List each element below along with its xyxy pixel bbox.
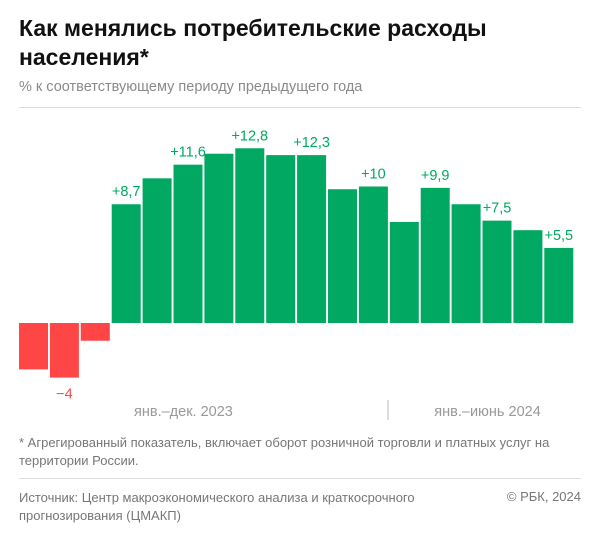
divider xyxy=(19,478,581,479)
bar xyxy=(142,178,172,323)
bar xyxy=(544,247,574,323)
data-label: +8,7 xyxy=(112,184,141,200)
data-label: +12,8 xyxy=(231,128,268,144)
bar xyxy=(49,323,79,378)
bar xyxy=(389,221,419,323)
data-label: +5,5 xyxy=(544,228,573,244)
data-label: +9,9 xyxy=(421,168,450,184)
bar xyxy=(451,204,481,323)
bar xyxy=(420,187,450,323)
footnote: * Агрегированный показатель, включает об… xyxy=(19,435,550,468)
bar xyxy=(80,323,110,341)
chart-title: Как менялись потребительские расходы нас… xyxy=(19,15,487,70)
bar xyxy=(297,155,327,323)
bar xyxy=(328,189,357,323)
bar xyxy=(19,323,48,370)
bar xyxy=(266,155,296,323)
bar xyxy=(204,153,234,323)
bar xyxy=(513,230,543,323)
copyright: © РБК, 2024 xyxy=(506,489,581,504)
divider xyxy=(19,107,581,108)
data-label: +11,6 xyxy=(170,145,206,161)
source-note: Источник: Центр макроэкономического анал… xyxy=(19,490,415,523)
bar xyxy=(235,148,265,323)
data-label: +7,5 xyxy=(483,201,512,217)
data-label: +12,3 xyxy=(293,135,330,151)
bar-chart: −4 +8,7 +11,6 +12,8 +12,3 +10 +9,9 +7,5 +5,5 янв.… xyxy=(19,128,574,420)
data-label: −4 xyxy=(56,387,73,403)
bar xyxy=(358,186,388,323)
bar xyxy=(111,204,141,323)
chart-subtitle: % к соответствующему периоду предыдущего… xyxy=(19,79,363,95)
data-label: +10 xyxy=(361,167,386,183)
bar xyxy=(173,164,203,323)
period-label: янв.–дек. 2023 xyxy=(134,404,233,420)
bar xyxy=(482,220,512,323)
period-label: янв.–июнь 2024 xyxy=(434,404,540,420)
